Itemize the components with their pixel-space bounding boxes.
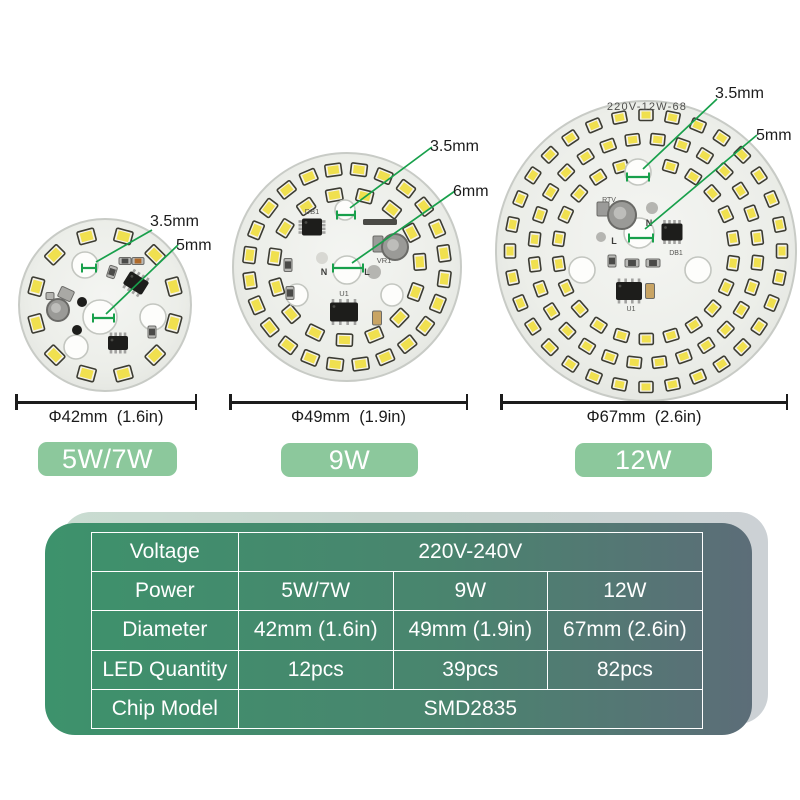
diameter-value-1: 42mm (1.6in) bbox=[237, 610, 394, 651]
voltage-value: 220V-240V bbox=[237, 531, 704, 573]
row-label-chip-model: Chip Model bbox=[91, 688, 239, 730]
diameter-value-3: 67mm (2.6in) bbox=[546, 610, 704, 651]
table-row-power: Power 5W/7W 9W 12W bbox=[91, 571, 704, 612]
power-value-1: 5W/7W bbox=[237, 571, 394, 612]
solder-pad bbox=[646, 202, 658, 214]
callout-label-6mm: 6mm bbox=[453, 183, 489, 200]
board-components: 220V-12W-68 RTV DB1 N L U1 bbox=[596, 101, 687, 313]
row-label-voltage: Voltage bbox=[91, 531, 239, 573]
board-print-label: 220V-12W-68 bbox=[607, 101, 687, 113]
ic-chip bbox=[661, 220, 683, 244]
resistor bbox=[645, 258, 661, 268]
diameter-dimension-line bbox=[229, 395, 468, 409]
led-boards-canvas: DB1 VR1 U1 N L 220V-12W-68 RTV DB1 N L U1 bbox=[18, 98, 797, 402]
dimension-callouts bbox=[81, 98, 758, 323]
led-qty-value-1: 12pcs bbox=[237, 649, 394, 690]
diameter-dimension-line bbox=[15, 395, 197, 409]
mounting-holes bbox=[285, 199, 404, 307]
component bbox=[45, 292, 55, 300]
mounting-holes bbox=[568, 158, 712, 284]
callout-label-5mm: 5mm bbox=[176, 237, 212, 254]
table-row-led-quantity: LED Quantity 12pcs 39pcs 82pcs bbox=[91, 649, 704, 690]
callout-label-5mm: 5mm bbox=[756, 127, 792, 144]
callout-label-3-5mm: 3.5mm bbox=[150, 213, 199, 230]
board-print-label: DB1 bbox=[669, 250, 683, 257]
chip-model-value: SMD2835 bbox=[237, 688, 704, 730]
resistor bbox=[285, 286, 295, 300]
solder-pad bbox=[77, 297, 87, 307]
component bbox=[57, 286, 75, 302]
power-badge-9w: 9W bbox=[281, 443, 418, 477]
solder-pad bbox=[72, 325, 82, 335]
diameter-value-2: 49mm (1.9in) bbox=[392, 610, 548, 651]
solder-pad bbox=[596, 232, 606, 242]
resistor bbox=[607, 254, 617, 268]
board-print-label: N bbox=[646, 218, 653, 228]
resistor bbox=[624, 258, 640, 268]
power-badge-5w7w: 5W/7W bbox=[38, 442, 177, 476]
diameter-dimension-line bbox=[500, 395, 788, 409]
diameter-caption: Φ49mm (1.9in) bbox=[291, 408, 406, 426]
callout-label-3-5mm: 3.5mm bbox=[715, 85, 764, 102]
table-row-voltage: Voltage 220V-240V bbox=[91, 531, 704, 573]
table-row-chip-model: Chip Model SMD2835 bbox=[91, 688, 704, 730]
diameter-caption: Φ42mm (1.6in) bbox=[48, 408, 164, 426]
capacitor bbox=[645, 283, 655, 299]
resistor bbox=[147, 325, 157, 339]
row-label-diameter: Diameter bbox=[91, 610, 239, 651]
board-print-label: L bbox=[611, 236, 617, 246]
spec-table: Voltage 220V-240V Power 5W/7W 9W 12W Dia… bbox=[91, 531, 704, 730]
resistor bbox=[106, 264, 118, 280]
led-qty-value-3: 82pcs bbox=[546, 649, 704, 690]
board-print-label: L bbox=[364, 267, 370, 277]
ic-chip bbox=[616, 278, 642, 304]
board-print-label: U1 bbox=[627, 306, 636, 313]
resistor bbox=[118, 257, 132, 265]
board-print-label: VR1 bbox=[377, 256, 392, 265]
power-value-2: 9W bbox=[392, 571, 548, 612]
solder-pad bbox=[367, 265, 381, 279]
board-components: DB1 VR1 U1 N L bbox=[283, 207, 409, 326]
led-chips bbox=[503, 108, 789, 394]
board-print-label: U1 bbox=[339, 289, 349, 298]
power-badge-12w: 12W bbox=[575, 443, 712, 477]
board-components bbox=[45, 257, 157, 354]
ic-chip bbox=[122, 268, 150, 298]
capacitor bbox=[372, 310, 382, 326]
led-chips bbox=[242, 162, 452, 372]
resistor bbox=[283, 258, 293, 272]
led-pcb-board-module-5w7w bbox=[18, 218, 192, 392]
row-label-power: Power bbox=[91, 571, 239, 612]
board-print-label: N bbox=[321, 267, 328, 277]
solder-pad bbox=[316, 252, 328, 264]
led-chips bbox=[27, 227, 183, 383]
led-pcb-board-module-9w: DB1 VR1 U1 N L bbox=[232, 152, 462, 382]
ic-chip bbox=[108, 332, 128, 354]
ic-chip bbox=[298, 218, 326, 236]
led-pcb-board-module-12w: 220V-12W-68 RTV DB1 N L U1 bbox=[495, 100, 797, 402]
diameter-caption: Φ67mm (2.6in) bbox=[586, 408, 702, 426]
power-value-3: 12W bbox=[546, 571, 704, 612]
board-print-label: DB1 bbox=[305, 207, 320, 216]
spec-card: Voltage 220V-240V Power 5W/7W 9W 12W Dia… bbox=[45, 523, 752, 735]
ic-chip bbox=[330, 299, 358, 325]
row-label-led-quantity: LED Quantity bbox=[91, 649, 239, 690]
table-row-diameter: Diameter 42mm (1.6in) 49mm (1.9in) 67mm … bbox=[91, 610, 704, 651]
led-qty-value-2: 39pcs bbox=[392, 649, 548, 690]
callout-label-3-5mm: 3.5mm bbox=[430, 138, 479, 155]
component bbox=[363, 219, 397, 225]
resistor bbox=[131, 257, 145, 265]
board-print-label: RTV bbox=[602, 197, 616, 204]
